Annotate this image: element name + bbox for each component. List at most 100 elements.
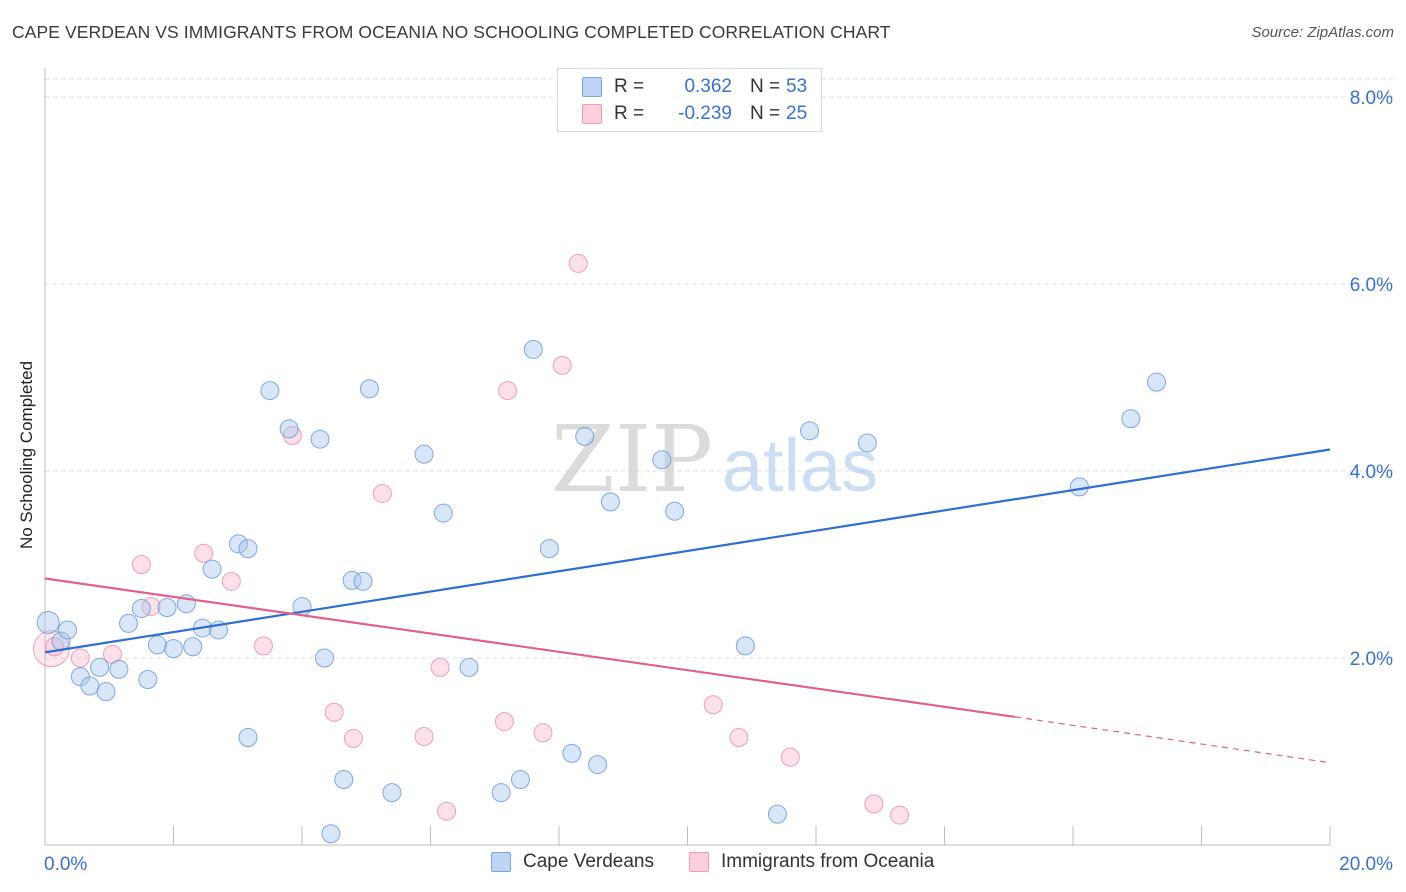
data-point-cape-verdean xyxy=(202,559,222,579)
legend-item-oceania: Immigrants from Oceania xyxy=(689,851,934,873)
x-tick-label: 0.0% xyxy=(44,854,87,875)
data-point-oceania xyxy=(324,702,344,722)
data-point-cape-verdean xyxy=(575,426,595,446)
data-point-cape-verdean xyxy=(80,676,100,696)
legend-row-cape-verdeans: R = 0.362 N = 53 xyxy=(582,75,807,99)
data-point-oceania xyxy=(864,794,884,814)
legend-r-label: R = xyxy=(614,76,645,97)
legend-item-cape-verdeans: Cape Verdeans xyxy=(491,851,654,873)
data-point-cape-verdean xyxy=(157,598,177,618)
data-point-cape-verdean xyxy=(600,492,620,512)
data-point-oceania xyxy=(494,712,514,732)
data-point-cape-verdean xyxy=(109,659,129,679)
data-point-cape-verdean xyxy=(238,539,258,559)
data-point-oceania xyxy=(729,727,749,747)
watermark-atlas: atlas xyxy=(722,424,878,507)
data-point-oceania xyxy=(703,695,723,715)
data-point-oceania xyxy=(498,381,518,401)
legend-r-value: -0.239 xyxy=(678,103,732,124)
data-point-oceania xyxy=(568,253,588,273)
y-tick-label: 8.0% xyxy=(1350,88,1393,109)
data-point-cape-verdean xyxy=(147,635,167,655)
data-point-cape-verdean xyxy=(228,534,248,554)
data-point-cape-verdean xyxy=(359,379,379,399)
data-point-cape-verdean xyxy=(321,824,341,844)
legend-swatch-pink xyxy=(689,852,709,872)
legend-n-label: N = xyxy=(750,103,781,124)
data-point-cape-verdean xyxy=(1069,477,1089,497)
data-point-oceania xyxy=(533,723,553,743)
data-point-cape-verdean xyxy=(433,503,453,523)
trend-line-cape-verdeans xyxy=(44,448,1331,654)
data-point-cape-verdean xyxy=(36,610,60,634)
data-point-oceania xyxy=(141,597,161,617)
data-point-cape-verdean xyxy=(1147,372,1167,392)
axes xyxy=(44,68,1331,846)
data-point-oceania xyxy=(194,543,214,563)
data-point-oceania xyxy=(253,636,273,656)
data-point-cape-verdean xyxy=(279,419,299,439)
data-point-cape-verdean xyxy=(310,429,330,449)
source-label: Source: ZipAtlas.com xyxy=(1251,24,1394,41)
data-point-cape-verdean xyxy=(414,444,434,464)
stats-legend: R = 0.362 N = 53 R = -0.239 N = 25 xyxy=(557,68,822,132)
legend-row-oceania: R = -0.239 N = 25 xyxy=(582,102,807,126)
data-point-cape-verdean xyxy=(260,381,280,401)
y-tick-label: 4.0% xyxy=(1350,462,1393,483)
data-point-cape-verdean xyxy=(334,770,354,790)
series-legend: Cape Verdeans Immigrants from Oceania xyxy=(0,851,1406,879)
data-point-oceania xyxy=(372,483,392,503)
data-point-cape-verdean xyxy=(57,620,77,640)
trend-line-oceania-extrapolated xyxy=(1015,716,1331,764)
data-point-cape-verdean xyxy=(382,783,402,803)
data-point-cape-verdean xyxy=(857,433,877,453)
data-point-cape-verdean xyxy=(183,637,203,657)
data-point-cape-verdean xyxy=(131,598,151,618)
data-point-cape-verdean xyxy=(767,804,787,824)
data-point-oceania xyxy=(221,571,241,591)
data-point-oceania xyxy=(131,555,151,574)
data-point-cape-verdean xyxy=(523,339,543,359)
legend-swatch-blue xyxy=(582,77,602,97)
legend-n-label: N = xyxy=(750,76,781,97)
legend-label: Cape Verdeans xyxy=(523,851,654,872)
data-point-cape-verdean xyxy=(459,657,479,677)
data-point-cape-verdean xyxy=(1121,409,1141,429)
data-point-cape-verdean xyxy=(353,571,373,591)
y-axis-label: No Schooling Completed xyxy=(17,360,36,550)
chart-title: CAPE VERDEAN VS IMMIGRANTS FROM OCEANIA … xyxy=(12,22,891,42)
legend-label: Immigrants from Oceania xyxy=(721,851,935,872)
data-point-cape-verdean xyxy=(800,421,820,441)
data-point-cape-verdean xyxy=(510,770,530,790)
gridlines xyxy=(45,78,1395,659)
data-point-cape-verdean xyxy=(588,755,608,775)
data-point-cape-verdean xyxy=(314,648,334,668)
data-point-oceania xyxy=(343,728,363,748)
data-point-cape-verdean xyxy=(138,670,158,690)
data-point-oceania xyxy=(780,747,800,767)
data-point-cape-verdean xyxy=(238,727,258,747)
data-point-cape-verdean xyxy=(90,657,110,677)
data-point-cape-verdean xyxy=(491,783,511,803)
data-point-oceania xyxy=(414,727,434,747)
series-oceania-points xyxy=(32,253,910,825)
legend-n-value: 25 xyxy=(786,103,808,124)
legend-r-label: R = xyxy=(614,103,645,124)
legend-r-value: 0.362 xyxy=(684,76,732,97)
x-tick-label: 20.0% xyxy=(1339,854,1393,875)
data-point-oceania xyxy=(552,355,572,375)
y-tick-label: 6.0% xyxy=(1350,275,1393,296)
data-point-cape-verdean xyxy=(539,539,559,559)
data-point-oceania xyxy=(430,657,450,677)
data-point-oceania xyxy=(70,648,90,668)
watermark-zip: ZIP xyxy=(551,406,713,513)
legend-swatch-blue xyxy=(491,852,511,872)
trend-line-oceania xyxy=(44,577,1016,718)
legend-swatch-pink xyxy=(582,104,602,124)
series-cape-verdeans-points xyxy=(36,339,1167,844)
data-point-oceania xyxy=(890,805,910,825)
data-point-cape-verdean xyxy=(119,613,139,633)
data-point-oceania xyxy=(437,801,457,821)
legend-n-value: 53 xyxy=(786,76,808,97)
